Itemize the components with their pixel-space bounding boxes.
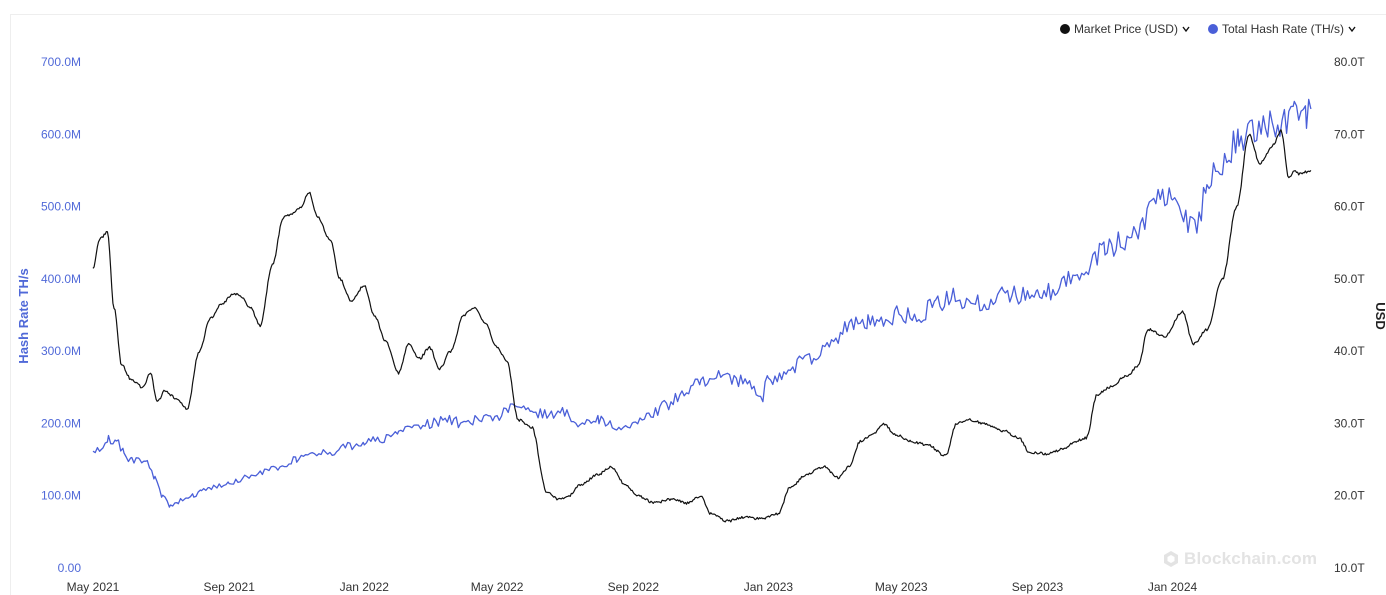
legend-item-hash-rate[interactable]: Total Hash Rate (TH/s) [1207, 22, 1356, 36]
right-axis-title: USD [1373, 302, 1386, 329]
right-tick-label: 60.0T [1334, 200, 1365, 214]
x-tick-label: May 2022 [471, 580, 524, 594]
legend-item-market-price[interactable]: Market Price (USD) [1059, 22, 1190, 36]
chart-frame [10, 14, 1386, 595]
left-tick-label: 700.0M [41, 55, 81, 69]
x-tick-label: Sep 2021 [203, 580, 255, 594]
watermark: Blockchain.com [1162, 549, 1317, 569]
hash-rate-dot-icon [1207, 24, 1218, 34]
right-tick-label: 50.0T [1334, 272, 1365, 286]
market-price-dot-icon [1059, 24, 1070, 34]
blockchain-logo-icon [1164, 551, 1178, 567]
x-axis-ticks: May 2021 Sep 2021 Jan 2022 May 2022 Sep 2022… [67, 580, 1198, 594]
left-tick-label: 100.0M [41, 489, 81, 503]
left-axis-title: Hash Rate TH/s [16, 268, 31, 363]
left-axis-ticks: 0.00 100.0M 200.0M 300.0M 400.0M 500.0M 600.0M… [41, 55, 81, 575]
chevron-down-icon [1182, 26, 1190, 33]
x-tick-label: Jan 2023 [744, 580, 794, 594]
hash-rate-line [92, 98, 1312, 508]
chevron-down-icon [1348, 26, 1356, 33]
right-tick-label: 20.0T [1334, 489, 1365, 503]
chart-legend: Market Price (USD) Total Hash Rate (TH/s… [1059, 22, 1356, 36]
left-tick-label: 500.0M [41, 200, 81, 214]
left-tick-label: 300.0M [41, 344, 81, 358]
x-tick-label: Sep 2023 [1012, 580, 1064, 594]
x-tick-label: Jan 2022 [340, 580, 390, 594]
series-layer [92, 98, 1312, 523]
right-tick-label: 70.0T [1334, 127, 1365, 141]
right-tick-label: 80.0T [1334, 55, 1365, 69]
x-tick-label: Jan 2024 [1148, 580, 1198, 594]
right-axis-ticks: 10.0T 20.0T 30.0T 40.0T 50.0T 60.0T 70.0T 80.0T [1334, 55, 1365, 575]
legend-label-hash-rate: Total Hash Rate (TH/s) [1221, 22, 1344, 36]
x-tick-label: May 2023 [875, 580, 928, 594]
x-tick-label: May 2021 [67, 580, 120, 594]
left-tick-label: 400.0M [41, 272, 81, 286]
right-tick-label: 10.0T [1334, 561, 1365, 575]
right-tick-label: 30.0T [1334, 416, 1365, 430]
market-price-line [92, 129, 1312, 523]
left-tick-label: 0.00 [58, 561, 82, 575]
left-tick-label: 200.0M [41, 416, 81, 430]
watermark-text: Blockchain.com [1184, 549, 1318, 568]
x-tick-label: Sep 2022 [608, 580, 660, 594]
legend-label-market-price: Market Price (USD) [1073, 22, 1178, 36]
left-tick-label: 600.0M [41, 127, 81, 141]
right-tick-label: 40.0T [1334, 344, 1365, 358]
